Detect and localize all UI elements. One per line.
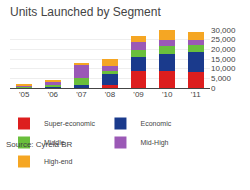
- svg-text:0: 0: [211, 84, 216, 93]
- svg-text:30,000: 30,000: [211, 26, 236, 35]
- svg-text:Economic: Economic: [140, 120, 171, 127]
- svg-text:15,000: 15,000: [211, 55, 236, 64]
- svg-text:10,000: 10,000: [211, 64, 236, 73]
- svg-text:Units Launched by Segment: Units Launched by Segment: [10, 5, 161, 19]
- svg-text:Middle: Middle: [44, 139, 65, 146]
- svg-text:Source: Cyrela BR: Source: Cyrela BR: [6, 140, 72, 149]
- svg-text:5,000: 5,000: [211, 74, 232, 83]
- svg-text:'06: '06: [48, 90, 59, 99]
- svg-text:'11: '11: [191, 90, 201, 99]
- svg-text:Mid-High: Mid-High: [140, 139, 168, 147]
- svg-text:'10: '10: [162, 90, 173, 99]
- svg-text:'09: '09: [133, 90, 144, 99]
- svg-text:'08: '08: [105, 90, 116, 99]
- svg-text:20,000: 20,000: [211, 45, 236, 54]
- svg-text:'05: '05: [19, 90, 30, 99]
- svg-text:'07: '07: [76, 90, 87, 99]
- svg-text:High-end: High-end: [44, 158, 73, 166]
- svg-text:25,000: 25,000: [211, 35, 236, 44]
- svg-text:Super-economic: Super-economic: [44, 120, 95, 128]
